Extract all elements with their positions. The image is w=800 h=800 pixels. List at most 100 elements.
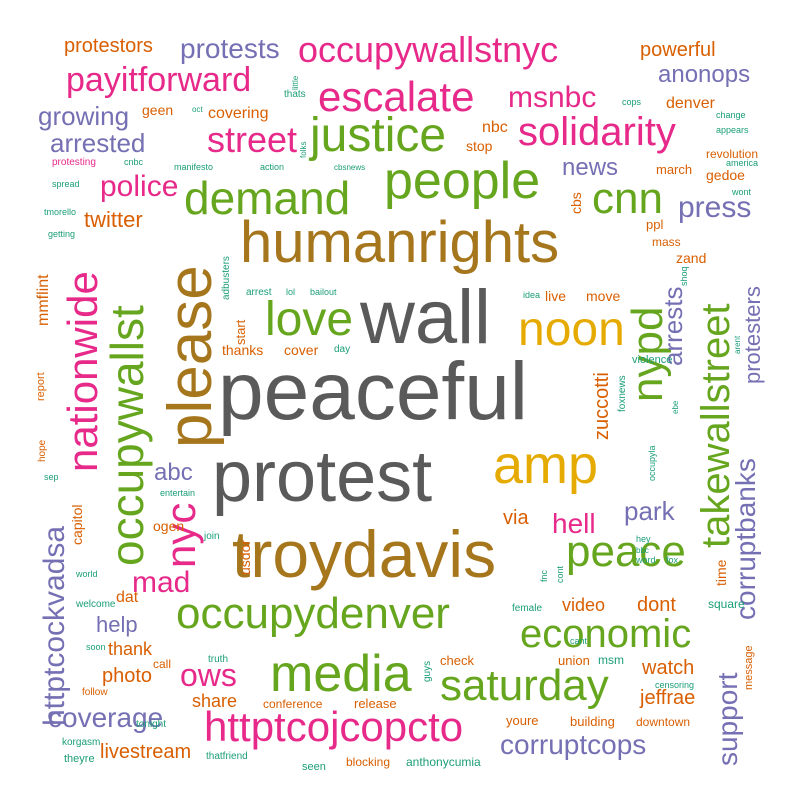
word-entertain: entertain xyxy=(160,488,196,498)
word-censoring: censoring xyxy=(655,680,695,690)
word-humanrights: humanrights xyxy=(240,210,560,275)
word-dont: dont xyxy=(637,594,676,616)
word-anonops: anonops xyxy=(658,61,751,88)
word-fox: fox xyxy=(666,555,679,565)
word-protestors: protestors xyxy=(64,35,153,57)
word-soon: soon xyxy=(86,642,106,652)
word-anthonycumia: anthonycumia xyxy=(406,755,481,769)
word-world: world xyxy=(76,569,98,579)
word-via: via xyxy=(503,507,529,529)
word-troydavis: troydavis xyxy=(232,517,497,591)
word-nyc: nyc xyxy=(157,502,204,568)
word-occupydenver: occupydenver xyxy=(176,589,450,638)
word-occupywallst: occupywallst xyxy=(101,305,153,566)
word-youre: youre xyxy=(506,713,539,728)
word-ogen: ogen xyxy=(153,518,185,534)
word-seen: seen xyxy=(302,761,326,773)
word-solidarity: solidarity xyxy=(518,110,676,154)
word-mmflint: mmflint xyxy=(35,274,52,326)
word-zuccotti: zuccotti xyxy=(591,372,613,440)
word-saturday: saturday xyxy=(440,661,609,710)
word-geen: geen xyxy=(142,102,174,118)
word-protesters: protesters xyxy=(740,286,765,384)
word-payitforward: payitforward xyxy=(66,61,252,99)
word-fnc: fnc xyxy=(539,569,549,582)
word-cont: cont xyxy=(555,565,565,583)
word-street: street xyxy=(207,119,298,160)
word-bailout: bailout xyxy=(310,287,337,297)
word-gedoe: gedoe xyxy=(706,167,745,183)
word-dat: dat xyxy=(116,589,139,606)
word-follow: follow xyxy=(82,687,108,698)
word-video: video xyxy=(562,595,606,615)
word-stop: stop xyxy=(466,138,493,154)
word-wont: wont xyxy=(732,187,752,197)
word-news: news xyxy=(562,154,619,181)
word-appears: appears xyxy=(716,125,749,135)
word-abc: abc xyxy=(154,459,193,486)
word-watch: watch xyxy=(642,657,695,679)
word-twitter: twitter xyxy=(84,207,143,232)
word-peace: peace xyxy=(566,527,686,576)
word-zand: zand xyxy=(676,250,707,266)
word-corruptcops: corruptcops xyxy=(500,729,647,760)
word-welcome: welcome xyxy=(76,599,116,610)
word-march: march xyxy=(656,162,693,177)
word-violence: violence xyxy=(632,354,673,366)
word-day: day xyxy=(334,344,351,355)
word-little: little xyxy=(291,75,300,90)
word-idea: idea xyxy=(523,290,541,300)
word-arent: arent xyxy=(733,335,742,354)
word-protest: protest xyxy=(212,437,433,517)
word-denver: denver xyxy=(666,95,715,112)
word-protests: protests xyxy=(180,33,280,64)
word-check: check xyxy=(440,653,474,668)
word-oct: oct xyxy=(192,105,203,114)
word-bbc: bbc xyxy=(636,546,649,555)
word-thank: thank xyxy=(108,639,153,659)
word-police: police xyxy=(100,170,179,203)
word-shoq: shoq xyxy=(679,266,689,286)
word-powerful: powerful xyxy=(640,39,716,61)
word-square: square xyxy=(708,597,745,611)
word-downtown: downtown xyxy=(636,715,691,729)
word-cover: cover xyxy=(284,342,319,358)
word-media: media xyxy=(270,645,412,703)
word-jeffrae: jeffrae xyxy=(640,687,696,709)
word-cant: cant xyxy=(570,636,588,646)
word-noon: noon xyxy=(518,303,625,356)
word-time: time xyxy=(713,559,729,586)
word-protesting: protesting xyxy=(52,157,96,168)
word-corruptbanks: corruptbanks xyxy=(730,458,761,620)
word-theyre: theyre xyxy=(64,753,95,765)
word-cops: cops xyxy=(622,97,642,107)
word-move: move xyxy=(586,288,621,304)
word-korgasm: korgasm xyxy=(62,737,101,748)
word-word: word xyxy=(636,555,656,565)
word-nbc: nbc xyxy=(482,119,508,136)
word-adbusters: adbusters xyxy=(221,256,232,300)
word-join: join xyxy=(204,531,220,542)
word-occupyla: occupyla xyxy=(647,445,657,481)
word-report: report xyxy=(35,372,47,401)
word-please: please xyxy=(156,265,225,448)
word-share: share xyxy=(192,691,238,711)
word-justice: justice xyxy=(310,109,447,162)
word-arrested: arrested xyxy=(50,128,146,158)
word-spread: spread xyxy=(52,179,80,189)
word-message: message xyxy=(743,645,755,690)
word-escalate: escalate xyxy=(318,73,475,120)
word-cbsnews: cbsnews xyxy=(334,163,366,172)
word-mass: mass xyxy=(652,235,681,249)
word-usdor: usdor xyxy=(237,539,253,575)
word-start: start xyxy=(233,319,248,345)
word-cnn: cnn xyxy=(592,174,663,223)
word-httptcojcopcto: httptcojcopcto xyxy=(204,703,464,750)
word-wall: wall xyxy=(360,275,491,360)
word-hope: hope xyxy=(37,439,48,462)
word-httptcockvadsa: httptcockvadsa xyxy=(38,525,71,726)
word-press: press xyxy=(678,191,752,224)
word-livestream: livestream xyxy=(100,741,192,763)
word-park: park xyxy=(624,496,675,526)
